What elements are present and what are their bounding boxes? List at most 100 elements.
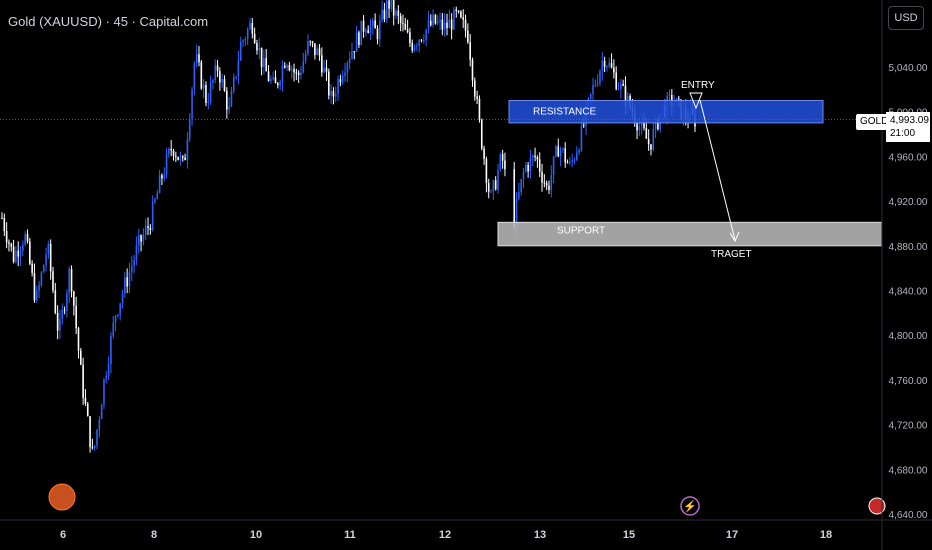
candle-body xyxy=(96,429,98,446)
candle-body xyxy=(487,182,490,192)
chart-title: Gold (XAUUSD) · 45 · Capital.com xyxy=(8,14,209,29)
candle-body xyxy=(202,84,205,89)
last-price-label: 4,993.09 21:00 xyxy=(886,112,930,142)
candle-body xyxy=(112,322,115,336)
candle-body xyxy=(45,254,47,266)
candle-body xyxy=(221,79,223,83)
candle-body xyxy=(369,25,372,34)
candle-body xyxy=(137,235,140,246)
candle-body xyxy=(172,150,175,156)
candle-body xyxy=(668,95,671,97)
candle-body xyxy=(374,20,376,29)
candle-body xyxy=(107,363,110,376)
target-arrow xyxy=(699,99,736,241)
candle-body xyxy=(464,19,467,31)
candle-body xyxy=(372,20,374,26)
candle-body xyxy=(385,0,388,20)
candle-body xyxy=(420,39,423,41)
us-flag-icon xyxy=(868,497,886,515)
candle-body xyxy=(35,290,38,301)
candle-body xyxy=(457,11,460,13)
candle-body xyxy=(100,404,103,420)
candle-body xyxy=(242,40,244,43)
candle-body xyxy=(334,94,337,97)
candle-body xyxy=(91,447,94,449)
candle-body xyxy=(592,84,594,94)
x-tick-label: 13 xyxy=(534,529,546,541)
candle-body xyxy=(504,160,506,170)
candle-body xyxy=(566,162,569,164)
candle-body xyxy=(536,157,539,160)
candle-body xyxy=(543,182,546,184)
candle-body xyxy=(105,375,108,380)
candle-body xyxy=(205,84,207,103)
candle-body xyxy=(423,40,425,42)
candle-body xyxy=(124,277,126,294)
candle-body xyxy=(66,293,68,311)
candle-body xyxy=(168,149,170,155)
candle-body xyxy=(267,71,270,82)
candle-body xyxy=(480,119,483,149)
candle-body xyxy=(170,149,172,151)
candle-body xyxy=(529,157,532,172)
candle-body xyxy=(286,65,288,68)
candle-body xyxy=(193,63,196,90)
last-price-value: 4,993.09 xyxy=(890,115,929,126)
currency-button[interactable]: USD xyxy=(888,6,924,30)
candle-body xyxy=(29,241,31,264)
candle-body xyxy=(80,350,82,365)
candle-body xyxy=(378,20,381,40)
candle-body xyxy=(110,335,112,364)
candle-body xyxy=(89,416,91,448)
candle-body xyxy=(467,30,469,43)
candle-body xyxy=(42,265,45,273)
candle-body xyxy=(397,10,400,16)
candle-body xyxy=(395,10,397,16)
candle-body xyxy=(392,0,395,16)
candle-body xyxy=(226,90,228,110)
x-tick-label: 17 xyxy=(726,529,738,541)
candle-body xyxy=(49,243,52,272)
candle-body xyxy=(256,42,258,51)
candle-body xyxy=(144,226,147,235)
candle-body xyxy=(128,271,131,287)
candle-body xyxy=(436,21,439,24)
candle-body xyxy=(119,303,122,315)
candle-body xyxy=(258,47,261,51)
entry-label: ENTRY xyxy=(681,80,715,91)
candle-body xyxy=(497,170,499,190)
candle-body xyxy=(114,315,117,323)
candle-body xyxy=(573,159,576,161)
candle-body xyxy=(453,9,455,30)
candle-body xyxy=(520,179,522,193)
candle-body xyxy=(399,15,402,24)
candle-body xyxy=(427,20,430,30)
candle-body xyxy=(353,51,356,53)
candle-body xyxy=(186,139,189,161)
candle-body xyxy=(455,9,458,12)
candle-body xyxy=(441,19,444,30)
candle-body xyxy=(184,157,186,161)
candle-body xyxy=(165,154,168,175)
candle-body xyxy=(341,75,344,83)
candle-body xyxy=(151,201,154,230)
candle-body xyxy=(416,45,418,47)
candle-body xyxy=(562,148,564,150)
candle-body xyxy=(84,397,87,404)
candle-body xyxy=(239,42,242,61)
candle-body xyxy=(309,41,312,43)
candle-body xyxy=(555,146,557,157)
candle-body xyxy=(1,217,3,219)
candle-body xyxy=(219,71,221,83)
candle-body xyxy=(31,263,33,273)
candle-body xyxy=(156,192,159,200)
candle-body xyxy=(446,22,448,29)
candle-body xyxy=(606,66,608,68)
candle-body xyxy=(518,192,520,199)
candle-body xyxy=(59,319,61,331)
x-tick-label: 10 xyxy=(250,529,262,541)
candle-body xyxy=(564,148,567,163)
y-tick-label: 4,680.00 xyxy=(889,465,928,476)
candle-body xyxy=(409,32,411,44)
